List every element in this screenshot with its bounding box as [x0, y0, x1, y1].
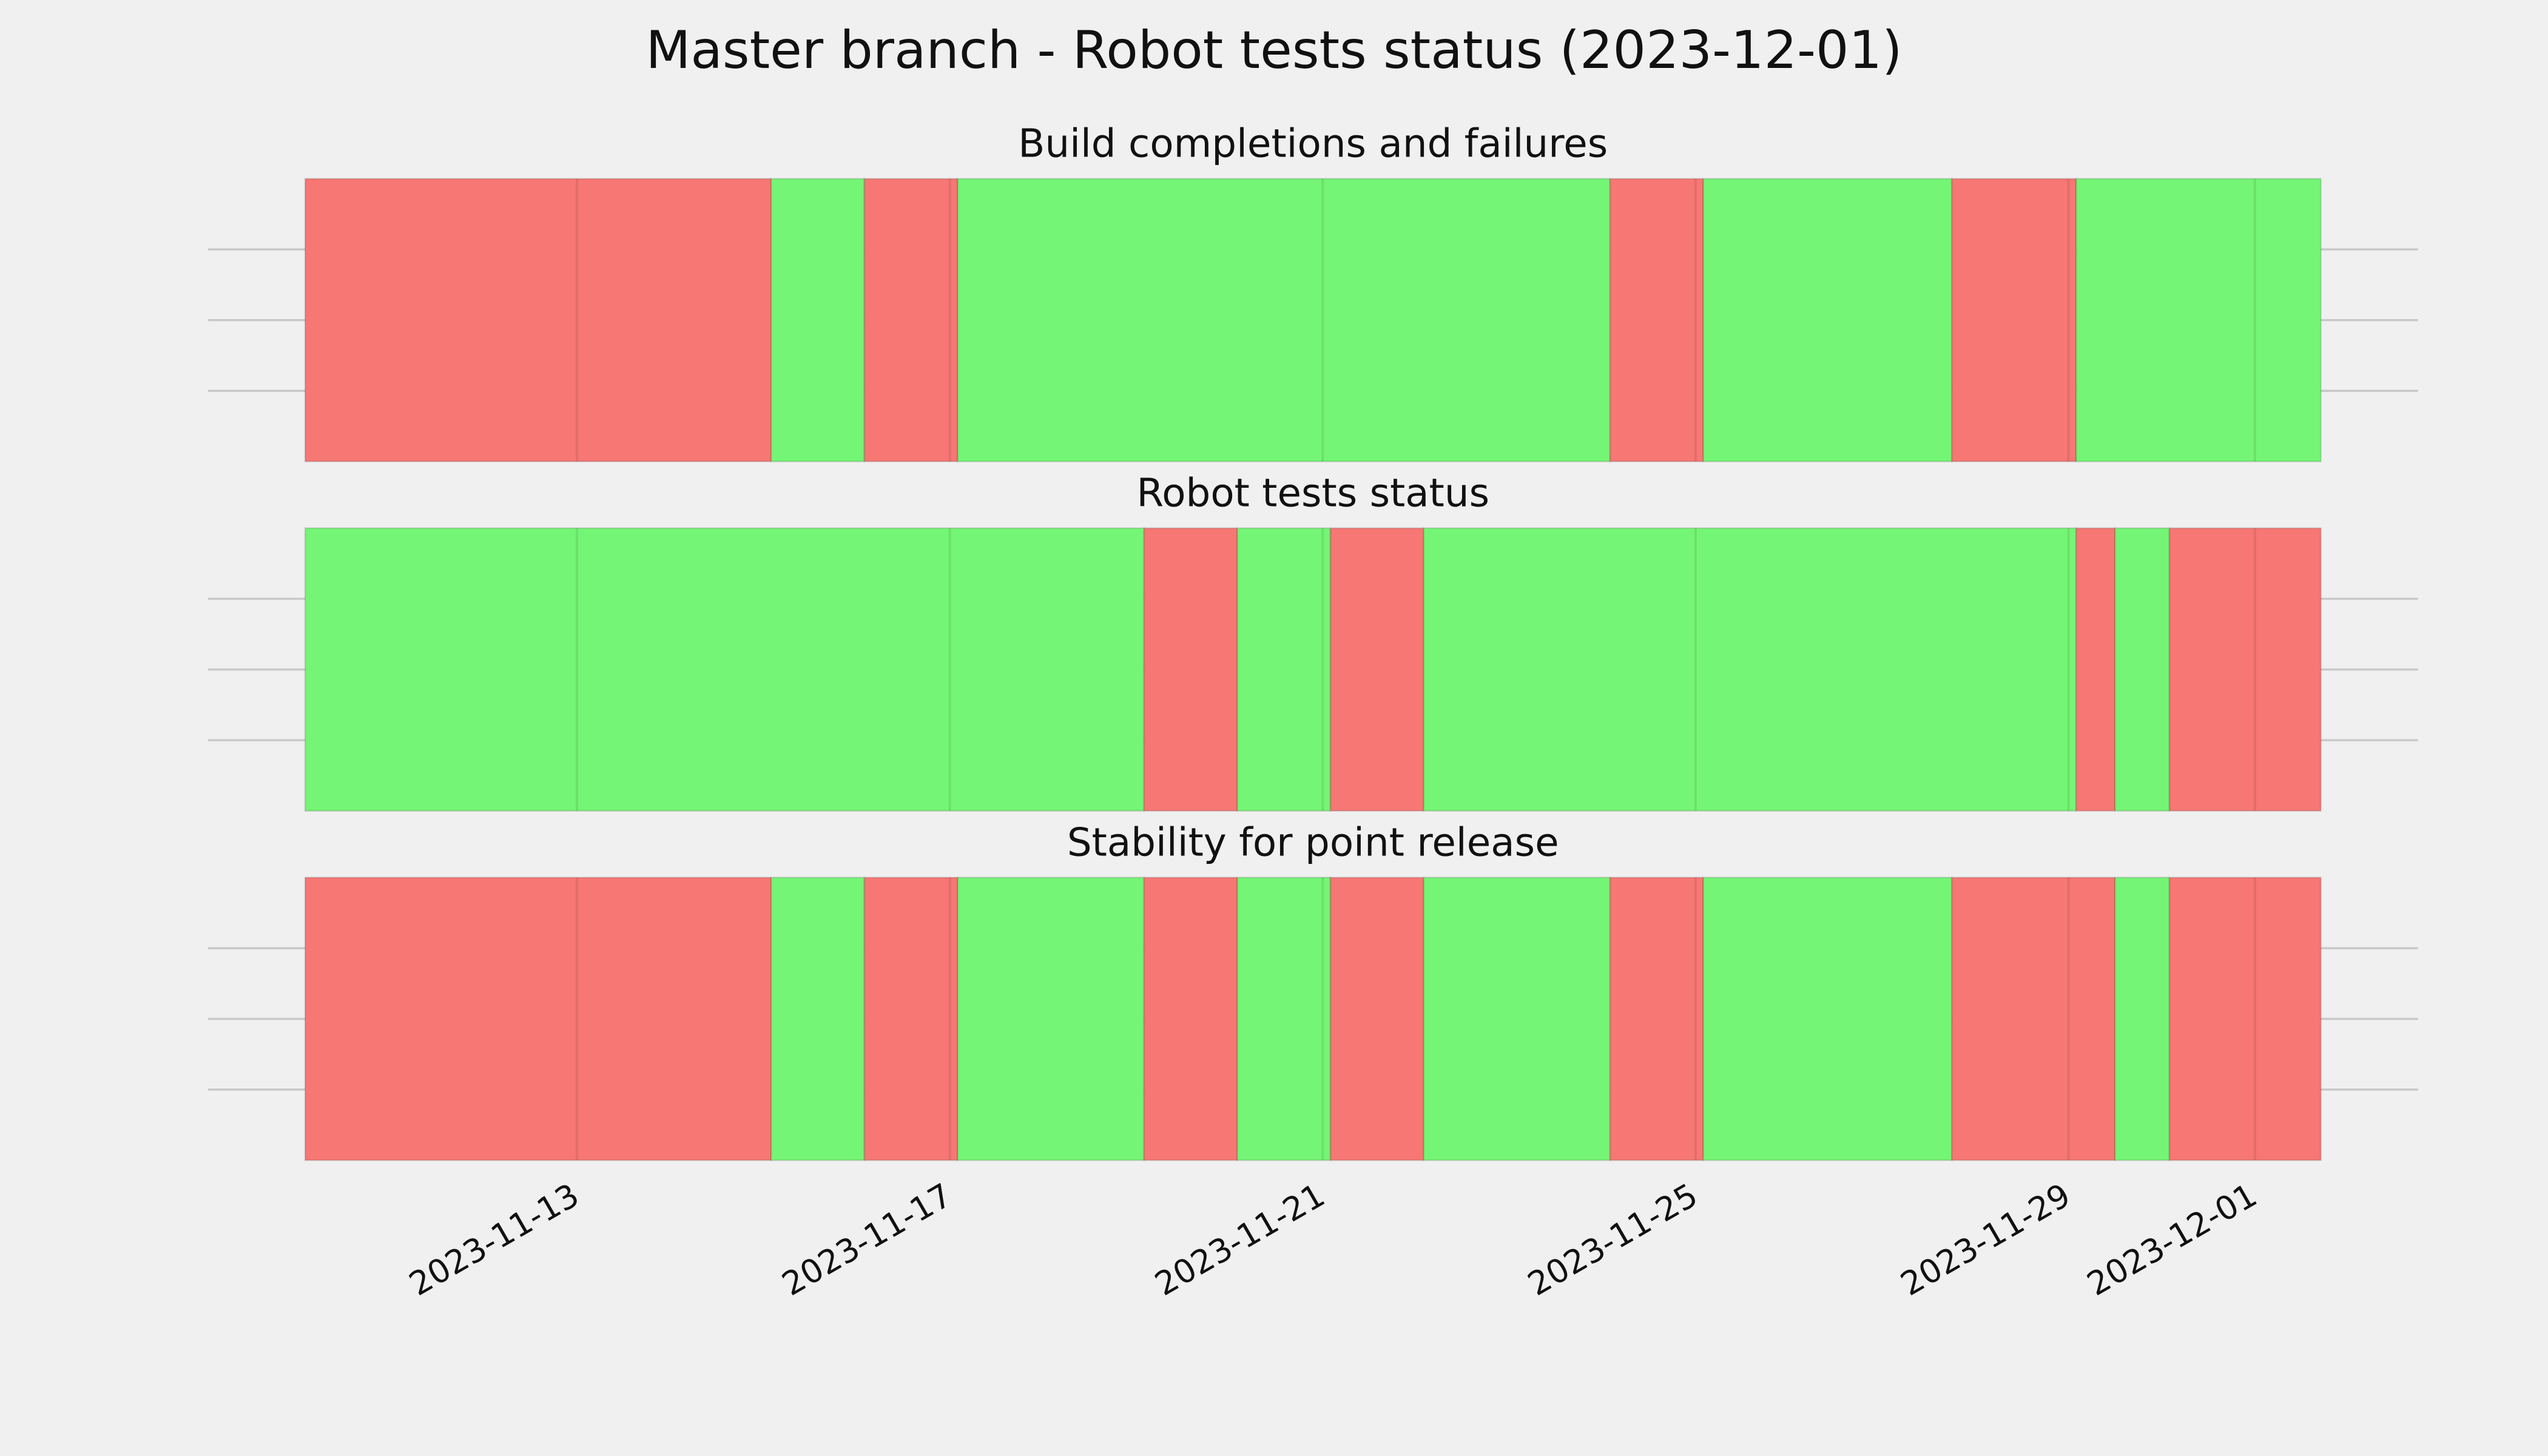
- status-span: [1143, 877, 1238, 1161]
- status-span: [1702, 178, 1953, 463]
- status-span: [1951, 877, 2116, 1161]
- panel-title: Robot tests status: [1136, 471, 1489, 516]
- status-span: [1329, 877, 1425, 1161]
- status-span: [2114, 877, 2171, 1161]
- panel-title: Build completions and failures: [1018, 121, 1608, 167]
- status-span: [957, 178, 1611, 463]
- status-span: [770, 877, 866, 1161]
- status-span: [1951, 178, 2077, 463]
- status-span: [2168, 877, 2322, 1161]
- chart-title: Master branch - Robot tests status (2023…: [645, 20, 1902, 81]
- status-span: [1236, 527, 1332, 812]
- status-span: [2075, 527, 2116, 812]
- status-span: [1702, 877, 1953, 1161]
- status-span: [1423, 527, 2077, 812]
- status-span: [1143, 527, 1238, 812]
- status-span: [1609, 877, 1705, 1161]
- status-span: [2168, 527, 2322, 812]
- status-span: [1329, 527, 1425, 812]
- panel-title: Stability for point release: [1067, 820, 1559, 865]
- status-span: [304, 877, 772, 1161]
- status-span: [863, 877, 959, 1161]
- status-span: [304, 178, 772, 463]
- status-span: [1423, 877, 1611, 1161]
- status-span: [304, 527, 1145, 812]
- status-span: [1236, 877, 1332, 1161]
- status-span: [1609, 178, 1705, 463]
- status-span: [770, 178, 866, 463]
- status-span: [2075, 178, 2322, 463]
- status-span: [957, 877, 1145, 1161]
- status-span: [2114, 527, 2171, 812]
- status-span: [863, 178, 959, 463]
